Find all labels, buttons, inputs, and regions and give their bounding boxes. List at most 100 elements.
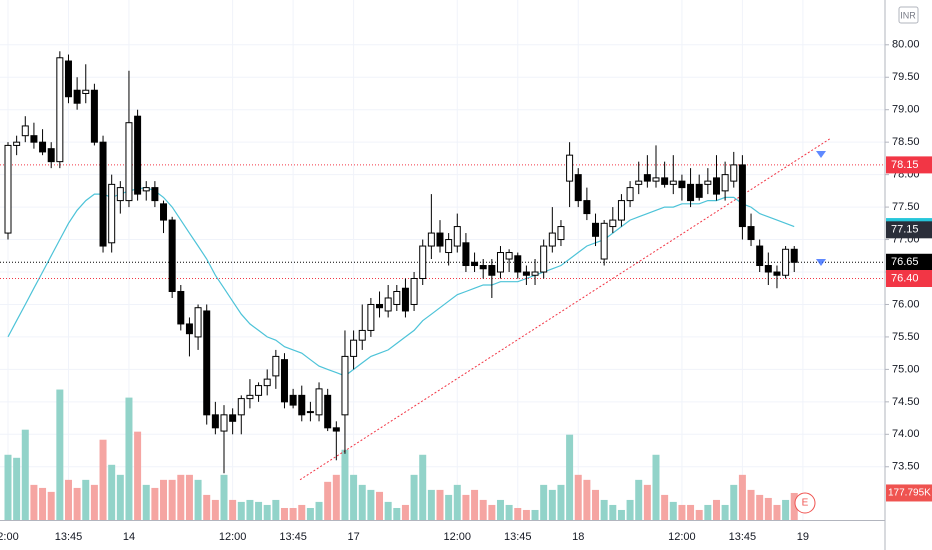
candle-body [514,255,522,273]
volume-bar [324,481,332,520]
candle-body [488,265,496,276]
volume-bar [652,454,660,520]
alert-arrow[interactable] [816,259,826,266]
price-badge [886,270,932,288]
candle-body [721,174,729,192]
earnings-marker[interactable]: E [802,498,809,509]
volume-bar [462,494,470,520]
volume-badge-label: 177.795K [888,488,931,499]
volume [4,389,798,520]
y-tick-label: 75.50 [892,331,920,343]
volume-bar [134,431,142,520]
y-tick-label: 79.50 [892,71,920,83]
price-badge [886,156,932,174]
volume-bar [350,474,358,520]
earnings-circle[interactable] [794,492,816,514]
volume-bar [298,504,306,520]
candle-body [617,200,625,221]
volume-bar [790,492,798,520]
volume-bar [237,501,245,520]
candle-body [151,187,159,202]
volume-bar [522,509,530,520]
volume-bar [661,494,669,520]
volume-bar [401,504,409,520]
volume-bar [168,479,176,520]
volume-bar [764,497,772,520]
candle-body [661,177,669,185]
volume-bar [90,484,98,520]
candle-body [592,222,600,237]
volume-bar [427,489,435,520]
candle-body [712,177,720,195]
volume-bar [635,479,643,520]
volume-bar [220,474,228,520]
candle-body [695,183,703,198]
volume-bar [773,504,781,520]
candle-body [790,248,798,263]
volume-bar [574,474,582,520]
volume-bar [125,397,133,520]
volume-bar [687,504,695,520]
candle-body [393,290,401,305]
candle-body [419,245,427,280]
volume-bar [315,501,323,520]
candle-body [782,248,790,276]
candle-body [384,297,392,312]
price-badge [886,253,932,271]
volume-bar [583,479,591,520]
volume-bar [73,487,81,520]
candle-body [332,427,340,432]
currency: INR [900,10,916,20]
candle-body [652,177,660,182]
volume-bar [471,489,479,520]
candle-body [678,180,686,189]
volume-bar [376,491,384,520]
candle-body [73,89,81,104]
volume-bar [194,479,202,520]
volume-bar [419,454,427,520]
volume-bar [643,484,651,520]
volume-bar [384,501,392,520]
volume-bar [600,499,608,520]
candle-body [298,394,306,416]
volume-bar [280,507,288,520]
candle-body [315,388,323,416]
candle-body [134,115,142,195]
volume-bar [64,479,72,520]
candle-body [643,174,651,182]
candle-body [730,164,738,182]
alert-arrow[interactable] [816,151,826,158]
candle-body [609,219,617,228]
candle-body [583,200,591,215]
candle-body [211,414,219,429]
candle-body [738,164,746,228]
candle-body [142,187,150,192]
candle-body [496,252,504,273]
volume-bar [289,507,297,520]
candle-body [90,89,98,143]
volume-bar [177,474,185,520]
candle-body [471,261,479,267]
candle-body [13,141,21,146]
candle-body [566,154,574,182]
candle-body [177,290,185,325]
volume-bar [358,484,366,520]
volume-bar [730,484,738,520]
candle-body [462,242,470,267]
x-tick-label: 2:00 [0,531,19,543]
candle-body [229,414,237,422]
volume-bar [617,509,625,520]
x-tick-label: 13:45 [729,531,757,543]
y-tick-label: 74.00 [892,428,920,440]
volume-bar [669,501,677,520]
candle-body [220,414,228,432]
price-badge-label: 77.15 [891,224,919,236]
candle-body [453,226,461,247]
volume-bar [151,487,159,520]
candle-body [272,355,280,377]
candle-body [185,323,193,335]
candle-body [246,394,254,400]
y-tick-label: 74.50 [892,396,920,408]
candle-body [237,398,245,416]
